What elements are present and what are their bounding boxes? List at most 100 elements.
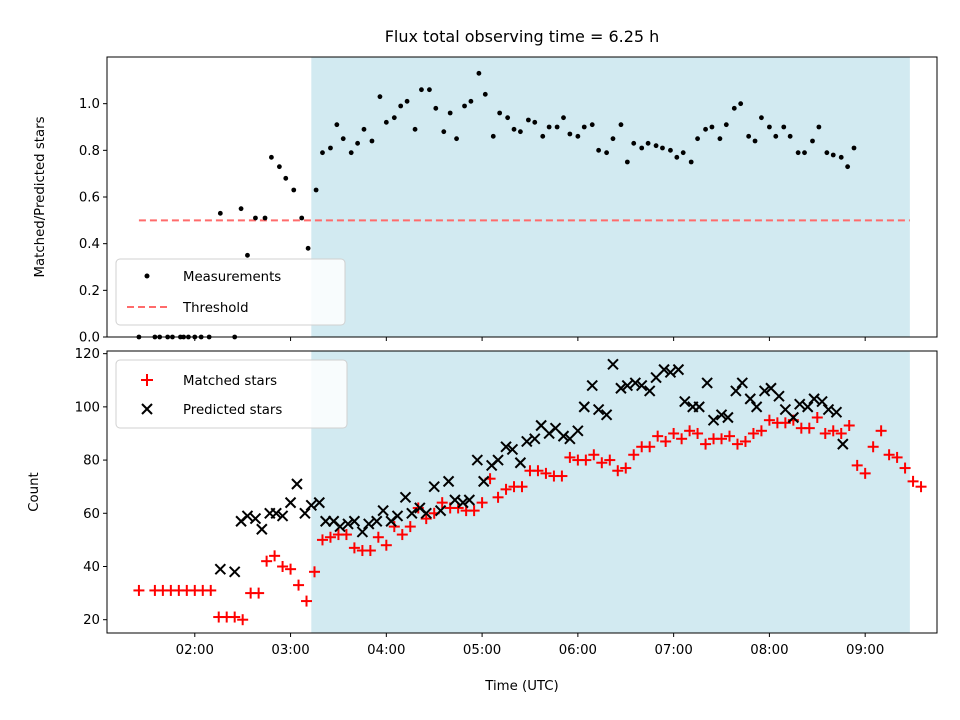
measurement-point xyxy=(454,136,459,142)
measurement-point xyxy=(361,126,367,132)
matched-point xyxy=(420,513,432,525)
predicted-point xyxy=(477,475,490,488)
matched-point xyxy=(716,433,728,445)
measurement-point xyxy=(497,110,503,116)
predicted-point xyxy=(305,499,318,512)
predicted-point xyxy=(241,510,254,522)
y-tick-label: 0.6 xyxy=(79,191,100,206)
matched-point xyxy=(205,584,217,596)
measurement-point xyxy=(624,159,630,165)
x-tick-label: 07:00 xyxy=(654,643,692,658)
measurement-point xyxy=(340,136,346,142)
measurement-point xyxy=(441,129,447,135)
measurement-point xyxy=(245,252,250,258)
series-predicted-stars xyxy=(214,358,849,578)
predicted-point xyxy=(291,478,303,490)
measurement-point xyxy=(383,119,389,125)
bottom-y-axis-label: Count xyxy=(27,472,42,512)
matched-point xyxy=(396,529,408,541)
measurement-point xyxy=(631,140,637,146)
measurement-point xyxy=(433,105,439,111)
matched-point xyxy=(747,427,759,439)
measurement-point xyxy=(816,124,822,130)
predicted-point xyxy=(529,433,541,445)
matched-point xyxy=(372,531,384,543)
matched-point xyxy=(668,427,680,439)
y-tick-label: 1.0 xyxy=(79,97,100,112)
measurement-point xyxy=(468,98,474,104)
measurement-point xyxy=(276,164,282,170)
predicted-point xyxy=(730,385,742,397)
predicted-point xyxy=(506,443,519,456)
matched-point xyxy=(261,555,273,567)
measurement-point xyxy=(269,154,274,160)
predicted-point xyxy=(463,494,476,506)
predicted-point xyxy=(377,504,389,517)
measurement-point xyxy=(412,126,418,132)
predicted-point xyxy=(837,438,849,450)
matched-point xyxy=(436,497,448,509)
matched-point xyxy=(604,454,616,466)
y-tick-label: 60 xyxy=(83,507,100,522)
predicted-point xyxy=(270,507,282,519)
measurement-point xyxy=(738,101,744,107)
y-tick-label: 80 xyxy=(83,454,100,469)
x-tick-label: 05:00 xyxy=(463,643,501,658)
matched-point xyxy=(556,470,568,482)
measurement-point xyxy=(398,103,404,109)
predicted-point xyxy=(736,377,748,389)
matched-point xyxy=(380,539,392,551)
measurement-point xyxy=(377,94,383,100)
measurement-point xyxy=(391,115,397,121)
measurement-point xyxy=(482,91,488,97)
measurement-point xyxy=(575,133,581,139)
matched-point xyxy=(851,459,863,471)
matched-point xyxy=(915,481,927,493)
matched-point xyxy=(316,534,328,546)
measurement-point xyxy=(404,98,410,104)
measurement-point xyxy=(540,133,546,139)
measurement-point xyxy=(567,131,573,137)
top-y-axis-label: Matched/Predicted stars xyxy=(33,116,48,277)
predicted-point xyxy=(822,403,835,416)
measurement-point xyxy=(731,105,737,111)
predicted-point xyxy=(514,457,527,469)
measurement-point xyxy=(511,126,517,132)
measurement-point xyxy=(787,133,793,139)
legend-dot-icon xyxy=(144,273,150,279)
predicted-point xyxy=(334,520,346,533)
top-y-ticks: 0.0 0.2 0.4 0.6 0.8 1.0 xyxy=(79,97,107,346)
measurement-point xyxy=(419,87,424,93)
matched-point xyxy=(652,430,664,442)
matched-point xyxy=(755,425,767,437)
predicted-point xyxy=(701,377,713,389)
legend-label-threshold: Threshold xyxy=(182,301,249,316)
measurement-point xyxy=(752,138,758,144)
bottom-x-ticks: 02:00 03:00 04:00 05:00 06:00 07:00 08:00 09:00 xyxy=(176,633,884,658)
measurement-point xyxy=(546,124,552,130)
matched-point xyxy=(229,611,241,623)
matched-point xyxy=(293,579,305,591)
matched-point xyxy=(899,462,911,474)
measurement-point xyxy=(717,136,723,142)
matched-point xyxy=(763,414,775,426)
top-panel: 0.0 0.2 0.4 0.6 0.8 1.0 Matched/Predicted sta… xyxy=(33,56,938,346)
bottom-legend: Matched stars Predicted stars xyxy=(115,359,348,429)
y-tick-label: 100 xyxy=(75,400,100,415)
measurement-point xyxy=(476,70,482,76)
predicted-point xyxy=(672,363,685,376)
predicted-point xyxy=(578,401,590,413)
predicted-point xyxy=(348,515,361,527)
predicted-point xyxy=(399,491,412,504)
measurement-point xyxy=(283,175,289,181)
matched-point xyxy=(468,505,480,517)
measurement-point xyxy=(427,87,432,93)
measurement-point xyxy=(680,150,686,156)
matched-point xyxy=(692,427,704,439)
predicted-point xyxy=(693,401,705,413)
matched-point xyxy=(564,451,576,463)
measurement-point xyxy=(709,124,715,130)
matched-point xyxy=(811,412,823,424)
measurement-point xyxy=(518,129,523,135)
